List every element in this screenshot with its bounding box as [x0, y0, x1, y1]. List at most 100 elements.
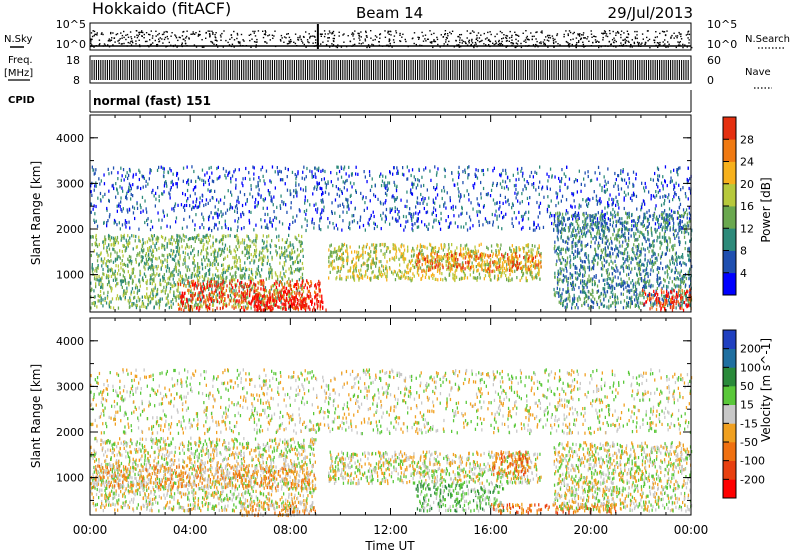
echo-cell — [397, 212, 399, 216]
echo-cell — [261, 256, 263, 260]
echo-cell — [191, 207, 193, 211]
echo-cell — [251, 240, 253, 244]
echo-cell — [462, 263, 464, 267]
echo-cell — [194, 228, 196, 232]
echo-cell — [393, 247, 395, 251]
echo-cell — [536, 275, 538, 279]
echo-cell — [155, 191, 157, 195]
nsky-point — [127, 41, 129, 44]
echo-cell — [260, 294, 262, 298]
echo-cell — [235, 264, 237, 268]
echo-cell — [492, 252, 494, 256]
echo-cell — [228, 266, 230, 270]
echo-cell — [239, 274, 241, 278]
echo-cell — [229, 234, 231, 238]
echo-cell — [430, 252, 432, 256]
echo-cell — [103, 244, 105, 248]
nsky-point — [666, 30, 668, 32]
echo-cell — [115, 239, 117, 243]
nsky-point — [685, 34, 688, 36]
nsky-point — [595, 41, 597, 43]
echo-cell — [275, 244, 277, 248]
echo-cell — [383, 242, 385, 247]
nsky-point — [557, 43, 559, 45]
echo-cell — [171, 235, 173, 239]
echo-cell — [224, 270, 226, 274]
nsky-point — [366, 46, 368, 49]
echo-cell — [284, 252, 286, 256]
echo-cell — [96, 275, 98, 279]
echo-cell — [524, 263, 527, 267]
nsky-point — [181, 42, 183, 44]
nsky-point — [531, 35, 534, 38]
nsky-point — [512, 43, 515, 45]
echo-cell — [192, 279, 195, 283]
echo-cell — [504, 255, 506, 259]
echo-cell — [458, 190, 460, 194]
echo-cell — [180, 277, 183, 281]
echo-cell — [474, 245, 476, 249]
echo-cell — [378, 272, 381, 276]
echo-cell — [370, 265, 372, 269]
echo-cell — [371, 262, 373, 266]
echo-cell — [194, 292, 196, 296]
echo-cell — [446, 259, 448, 263]
echo-cell — [362, 262, 364, 266]
echo-cell — [102, 240, 104, 244]
nsky-point — [286, 43, 289, 45]
nsky-point — [288, 40, 290, 42]
echo-cell — [235, 256, 237, 260]
nsky-point — [324, 33, 326, 35]
echo-cell — [538, 267, 540, 272]
nsky-point — [207, 30, 209, 32]
echo-cell — [385, 275, 388, 279]
echo-cell — [259, 305, 262, 309]
echo-cell — [472, 207, 474, 211]
echo-cell — [450, 253, 453, 258]
echo-cell — [244, 276, 246, 280]
echo-cell — [288, 283, 290, 287]
echo-cell — [113, 272, 115, 276]
echo-cell — [180, 300, 182, 304]
echo-cell — [397, 169, 399, 173]
echo-cell — [508, 256, 510, 260]
echo-cell — [131, 303, 133, 307]
echo-cell — [301, 280, 303, 284]
echo-cell — [242, 211, 244, 215]
echo-cell — [103, 261, 105, 265]
echo-cell — [298, 291, 300, 295]
echo-cell — [572, 193, 574, 197]
echo-cell — [249, 279, 251, 283]
echo-cell — [321, 294, 323, 298]
echo-cell — [200, 299, 203, 303]
nsky-point — [421, 31, 423, 34]
echo-cell — [197, 269, 199, 273]
echo-cell — [243, 241, 245, 245]
echo-cell — [519, 248, 521, 252]
echo-cell — [146, 306, 148, 310]
nsky-point — [613, 37, 615, 39]
echo-cell — [204, 288, 206, 292]
echo-cell — [205, 302, 207, 306]
echo-cell — [197, 297, 199, 301]
echo-cell — [437, 278, 439, 282]
nsky-point — [422, 35, 424, 37]
echo-cell — [183, 282, 185, 286]
echo-cell — [409, 276, 411, 280]
nsky-point — [622, 43, 625, 46]
nsky-point — [430, 33, 433, 36]
echo-cell — [206, 233, 208, 237]
echo-cell — [432, 272, 434, 276]
echo-cell — [93, 277, 96, 281]
echo-cell — [497, 244, 499, 248]
echo-cell — [247, 295, 249, 299]
echo-cell — [275, 273, 277, 277]
echo-cell — [234, 219, 236, 223]
echo-cell — [278, 297, 280, 301]
echo-cell — [374, 261, 376, 265]
nsky-tick-top: 10^5 — [56, 18, 86, 31]
echo-cell — [353, 278, 356, 282]
echo-cell — [171, 273, 173, 278]
echo-cell — [526, 271, 528, 275]
echo-cell — [303, 296, 305, 300]
